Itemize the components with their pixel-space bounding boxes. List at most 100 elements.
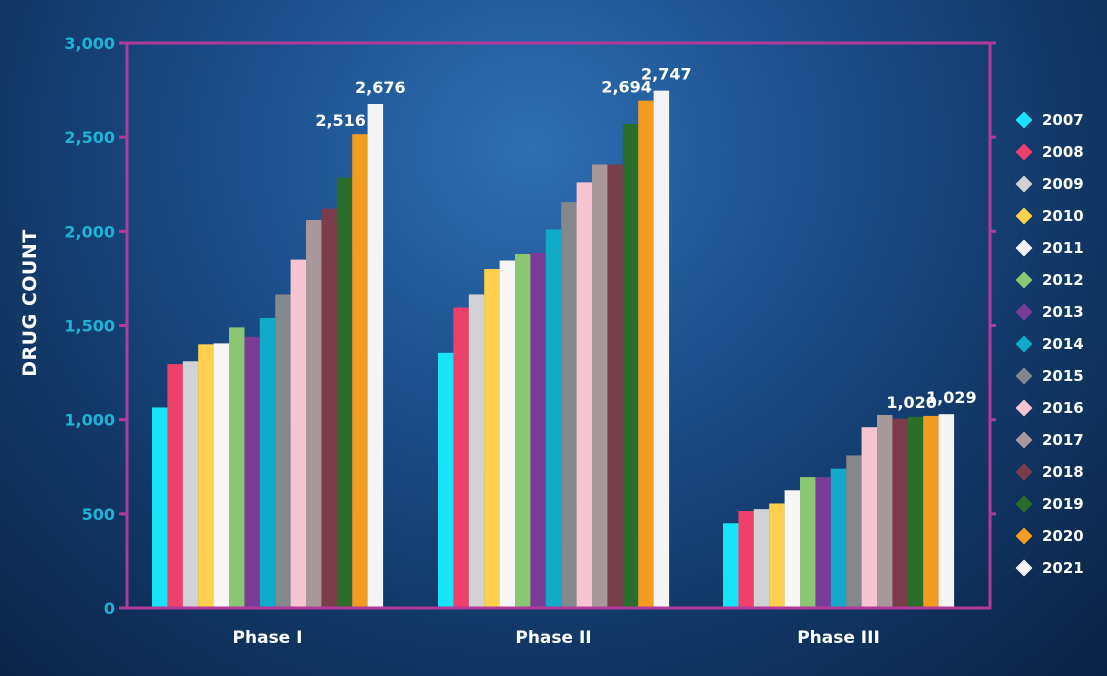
bar-2007 (438, 352, 454, 607)
legend: 2007 2008 2009 2010 2011 2012 2013 2014 2015 2016… (1015, 104, 1084, 584)
y-tick-label: 2,000 (64, 222, 115, 241)
y-tick-label: 3,000 (64, 34, 115, 53)
bar-2019 (336, 177, 353, 607)
bar-2019 (622, 123, 639, 607)
y-axis-label: DRUG COUNT (19, 229, 41, 377)
legend-item: 2020 (1015, 520, 1084, 552)
legend-label: 2010 (1042, 207, 1084, 225)
bar-2017 (306, 220, 322, 607)
legend-marker-icon (1015, 143, 1033, 161)
legend-item: 2013 (1015, 296, 1084, 328)
legend-item: 2011 (1015, 232, 1084, 264)
legend-item: 2018 (1015, 456, 1084, 488)
y-tick-label: 500 (82, 505, 115, 524)
bar-2021 (653, 90, 670, 607)
data-label: 2,747 (641, 65, 692, 84)
legend-label: 2007 (1042, 111, 1084, 129)
bar-2020 (638, 100, 654, 607)
bar-2011 (784, 490, 801, 607)
bar-2013 (815, 477, 831, 607)
legend-marker-icon (1015, 175, 1033, 193)
bar-2008 (453, 307, 469, 607)
bar-2014 (259, 317, 276, 607)
bar-2012 (229, 327, 245, 607)
x-tick-label: Phase III (797, 628, 880, 648)
legend-item: 2009 (1015, 168, 1084, 200)
y-tick-label: 1,500 (64, 317, 115, 336)
legend-item: 2019 (1015, 488, 1084, 520)
legend-marker-icon (1015, 559, 1033, 577)
bar-2009 (468, 294, 485, 607)
legend-label: 2014 (1042, 335, 1084, 353)
legend-label: 2020 (1042, 527, 1084, 545)
legend-item: 2010 (1015, 200, 1084, 232)
bar-2010 (198, 344, 214, 607)
bar-2012 (800, 477, 816, 607)
bar-2009 (182, 361, 199, 607)
legend-marker-icon (1015, 431, 1033, 449)
bar-2014 (830, 468, 847, 607)
bar-2014 (545, 229, 562, 607)
legend-marker-icon (1015, 399, 1033, 417)
bar-2007 (152, 407, 168, 607)
bar-2021 (367, 104, 384, 607)
bar-2021 (938, 414, 955, 607)
bar-2018 (321, 208, 337, 607)
legend-item: 2021 (1015, 552, 1084, 584)
bar-2015 (561, 202, 577, 607)
bar-2013 (244, 336, 260, 607)
legend-marker-icon (1015, 207, 1033, 225)
bar-2011 (213, 343, 230, 607)
bar-2018 (892, 418, 908, 607)
bar-2013 (530, 252, 546, 607)
legend-marker-icon (1015, 367, 1033, 385)
legend-item: 2016 (1015, 392, 1084, 424)
legend-item: 2014 (1015, 328, 1084, 360)
legend-label: 2016 (1042, 399, 1084, 417)
legend-item: 2008 (1015, 136, 1084, 168)
legend-marker-icon (1015, 271, 1033, 289)
legend-label: 2009 (1042, 175, 1084, 193)
bar-2010 (484, 269, 500, 607)
data-label: 2,516 (315, 111, 366, 130)
legend-item: 2007 (1015, 104, 1084, 136)
bar-2015 (846, 455, 862, 607)
data-label: 1,029 (926, 388, 977, 407)
legend-label: 2012 (1042, 271, 1084, 289)
bar-2008 (167, 364, 183, 607)
data-label: 2,676 (355, 78, 406, 97)
bar-2015 (275, 294, 291, 607)
x-tick-label: Phase II (515, 628, 591, 648)
legend-label: 2019 (1042, 495, 1084, 513)
legend-label: 2015 (1042, 367, 1084, 385)
legend-label: 2013 (1042, 303, 1084, 321)
legend-label: 2021 (1042, 559, 1084, 577)
bar-2011 (499, 260, 516, 607)
legend-item: 2015 (1015, 360, 1084, 392)
x-tick-label: Phase I (233, 628, 303, 648)
bar-2009 (753, 509, 770, 607)
y-tick-label: 1,000 (64, 411, 115, 430)
legend-label: 2011 (1042, 239, 1084, 257)
legend-label: 2008 (1042, 143, 1084, 161)
bar-2016 (576, 182, 593, 607)
bar-2018 (607, 164, 623, 607)
legend-marker-icon (1015, 463, 1033, 481)
legend-marker-icon (1015, 335, 1033, 353)
legend-item: 2012 (1015, 264, 1084, 296)
bar-2017 (592, 164, 608, 607)
bar-2007 (723, 523, 739, 607)
bar-2017 (877, 414, 893, 607)
bar-2020 (923, 415, 939, 607)
bar-2010 (769, 503, 785, 607)
bar-2016 (861, 427, 878, 607)
bar-2016 (290, 259, 307, 607)
legend-label: 2018 (1042, 463, 1084, 481)
y-tick-label: 2,500 (64, 128, 115, 147)
legend-marker-icon (1015, 303, 1033, 321)
legend-label: 2017 (1042, 431, 1084, 449)
data-label: 1,020 (886, 393, 937, 412)
y-tick-label: 0 (104, 599, 115, 618)
bar-2019 (907, 416, 924, 607)
